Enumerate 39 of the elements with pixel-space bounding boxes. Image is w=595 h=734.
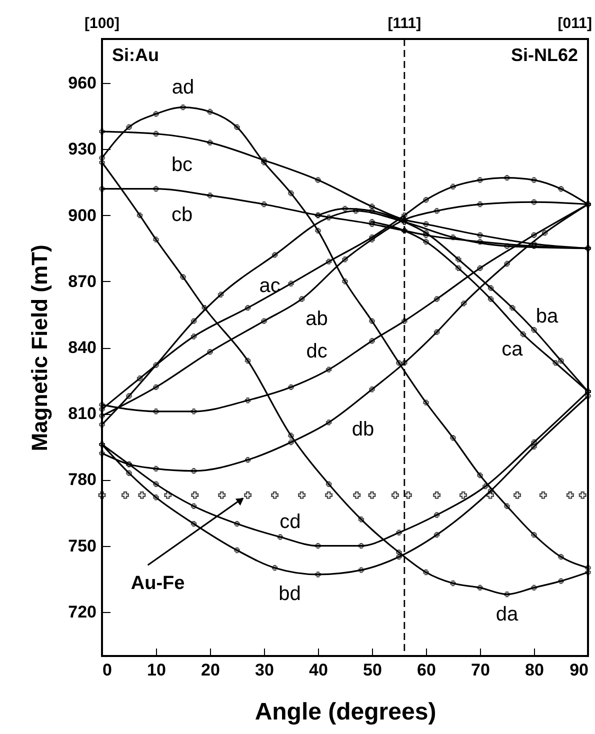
series-label: db [352,418,374,440]
x-tick-label: 80 [525,660,544,680]
y-tick-label: 960 [68,74,96,93]
series-label: ad [172,76,194,98]
text: [011] [558,15,592,32]
x-tick-label: 20 [201,660,220,680]
series-label: ac [259,274,280,297]
y-tick-label: 720 [68,602,96,622]
series-label: ab [306,308,328,330]
y-axis-title: Magnetic Field (mT) [27,244,52,452]
x-tick-label: 70 [471,660,490,680]
series-label: bd [278,582,301,605]
x-tick-label: 50 [363,660,382,680]
y-tick-label: 780 [68,470,96,490]
x-axis-title: Angle (degrees) [254,698,436,726]
x-tick-label: 10 [147,660,166,680]
text: [111] [388,15,422,32]
x-tick-label: 0 [102,660,112,680]
y-tick-label: 900 [68,206,96,225]
y-tick-label: 810 [68,404,96,424]
y-tick-label: 870 [68,272,96,291]
text: Au-Fe [130,573,185,594]
y-tick-label: 750 [68,536,96,556]
annotation: Si:Au [112,45,159,65]
x-tick-label: 40 [309,660,328,680]
series-label: dc [306,340,328,363]
series-label: da [496,603,519,626]
series-label: cd [280,511,301,534]
series-label: cb [171,204,193,226]
text: [100] [84,15,120,32]
series-label: ca [502,338,524,360]
x-tick-label: 60 [417,660,436,680]
y-tick-label: 930 [68,140,96,159]
series-label: bc [171,154,193,176]
x-tick-label: 90 [570,660,588,680]
y-tick-label: 840 [68,338,96,357]
annotation: Si-NL62 [510,45,578,65]
x-tick-label: 30 [255,660,274,680]
series-label: ba [536,306,559,328]
